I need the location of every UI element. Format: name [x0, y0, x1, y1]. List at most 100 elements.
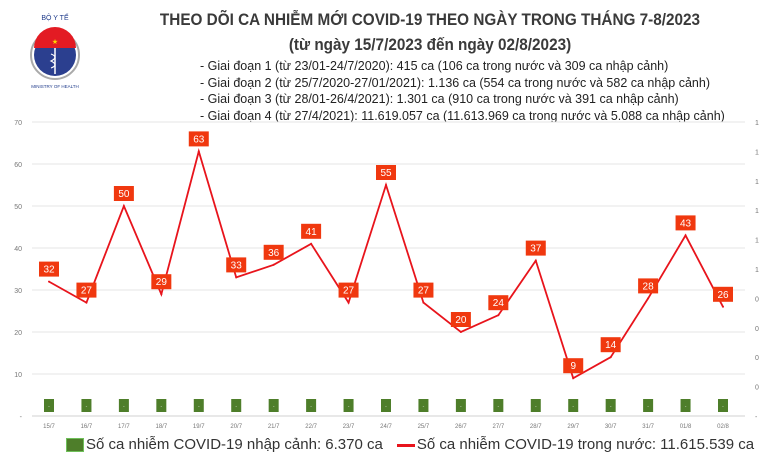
bar-imported: [193, 399, 204, 412]
line-point: [347, 301, 350, 304]
bar-data-label: -: [460, 404, 462, 410]
data-label: 63: [193, 134, 205, 145]
data-label-box: [713, 286, 733, 302]
x-axis-tick: 02/8: [717, 424, 729, 430]
right-axis-tick: 0: [755, 355, 759, 362]
legend-swatch-bar: [66, 438, 84, 453]
data-label-box: [188, 131, 209, 147]
bar-data-label: -: [235, 404, 237, 410]
data-label-box: [376, 165, 396, 180]
line-point: [422, 301, 425, 304]
left-axis-tick: 50: [14, 204, 22, 211]
data-label-box: [563, 358, 584, 374]
note-phase-1: - Giai đoạn 1 (từ 23/01-24/7/2020): 415 …: [200, 59, 669, 73]
bar-data-label: -: [572, 404, 574, 410]
bar-imported: [381, 399, 391, 412]
bar-data-label: -: [273, 404, 275, 410]
line-point: [572, 377, 575, 380]
bar-data-label: -: [198, 404, 200, 410]
line-point: [235, 276, 238, 279]
data-label-box: [488, 295, 509, 311]
x-axis-tick: 18/7: [155, 424, 167, 430]
data-label-box: [263, 244, 284, 260]
bar-imported: [156, 399, 167, 412]
x-axis-tick: 21/7: [268, 424, 280, 430]
data-label-box: [151, 274, 172, 290]
chart-title: THEO DÕI CA NHIỄM MỚI COVID-19 THEO NGÀY…: [159, 10, 701, 29]
data-label: 32: [43, 265, 55, 276]
chart-subtitle: (từ ngày 15/7/2023 đến ngày 02/8/2023): [288, 35, 572, 54]
x-axis-tick: 16/7: [81, 424, 93, 430]
x-axis-tick: 27/7: [492, 424, 504, 430]
x-axis-tick: 15/7: [43, 424, 55, 430]
data-label: 27: [343, 286, 355, 297]
right-axis-tick: 1: [755, 149, 759, 156]
bar-imported: [568, 399, 579, 412]
bar-imported: [605, 399, 616, 412]
bar-imported: [231, 399, 242, 412]
bar-data-label: -: [685, 404, 687, 410]
x-axis-tick: 26/7: [455, 424, 467, 430]
bar-imported: [643, 399, 654, 412]
bar-imported: [118, 399, 129, 412]
data-label: 37: [530, 244, 542, 255]
x-axis-tick: 28/7: [530, 424, 542, 430]
x-axis-tick: 23/7: [343, 424, 355, 430]
bar-imported: [343, 399, 354, 412]
data-label: 33: [231, 260, 243, 271]
line-point: [85, 301, 88, 304]
bar-imported: [418, 399, 429, 412]
data-label-box: [450, 312, 471, 327]
x-axis-tick: 17/7: [118, 424, 130, 430]
data-label-box: [525, 240, 546, 256]
line-point: [647, 297, 650, 300]
data-label: 24: [493, 298, 505, 309]
bar-data-label: -: [310, 404, 312, 410]
data-label: 29: [156, 277, 168, 288]
x-axis-tick: 01/8: [680, 424, 692, 430]
line-point: [684, 234, 687, 237]
bar-imported: [455, 399, 466, 412]
bar-imported: [493, 399, 504, 412]
data-label: 50: [118, 189, 130, 200]
data-label-box: [338, 282, 359, 298]
svg-text:BỘ Y TẾ: BỘ Y TẾ: [41, 12, 69, 22]
bar-imported: [44, 399, 54, 412]
right-axis-tick: 1: [755, 179, 759, 186]
bar-data-label: -: [610, 404, 612, 410]
x-axis-tick: 24/7: [380, 424, 392, 430]
bar-imported: [718, 399, 728, 412]
left-axis-tick: 70: [14, 120, 22, 127]
left-axis-tick: 20: [14, 330, 22, 337]
left-axis-tick: 40: [14, 246, 22, 253]
x-axis-tick: 29/7: [567, 424, 579, 430]
x-axis-tick: 20/7: [230, 424, 242, 430]
data-label-box: [301, 223, 322, 239]
right-axis-tick: 1: [755, 238, 759, 245]
data-label-box: [226, 257, 247, 273]
note-phase-4: - Giai đoạn 4 (từ 27/4/2021): 11.619.057…: [200, 108, 725, 123]
x-axis-tick: 25/7: [418, 424, 430, 430]
bar-data-label: -: [48, 404, 50, 410]
data-label-box: [413, 282, 434, 298]
line-point: [722, 305, 724, 308]
x-axis-tick: 19/7: [193, 424, 205, 430]
bar-data-label: -: [86, 404, 88, 410]
bar-imported: [306, 399, 317, 412]
line-point: [272, 263, 275, 266]
data-label-box: [675, 215, 696, 231]
left-axis-tick: 10: [14, 372, 22, 379]
bar-data-label: -: [722, 404, 724, 410]
data-label: 55: [380, 168, 392, 179]
line-point: [197, 150, 200, 153]
x-axis-tick: 31/7: [642, 424, 654, 430]
line-point: [48, 280, 50, 283]
x-axis-tick: 22/7: [305, 424, 317, 430]
moh-logo: BỘ Y TẾ ★ MINISTRY OF HEALTH: [30, 12, 80, 89]
right-axis-tick: 1: [755, 208, 759, 215]
bar-data-label: -: [160, 404, 162, 410]
line-point: [385, 184, 387, 186]
bar-data-label: -: [123, 404, 125, 410]
note-phase-2: - Giai đoạn 2 (từ 25/7/2020-27/01/2021):…: [200, 75, 710, 90]
